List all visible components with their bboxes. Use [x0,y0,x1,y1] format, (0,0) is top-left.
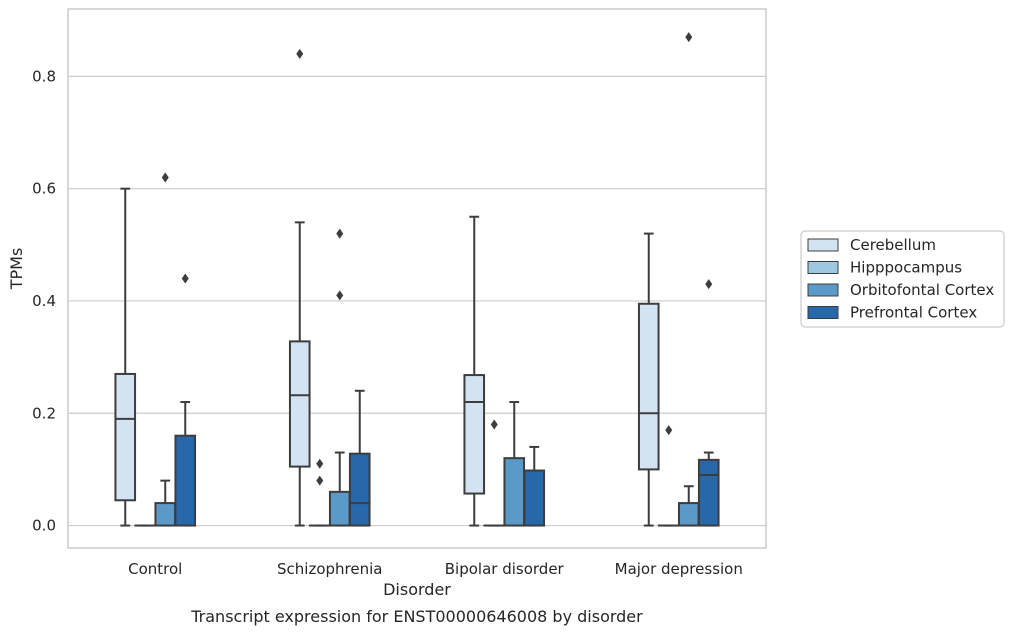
x-tick-label: Control [128,560,182,578]
legend: Cerebellum Hipppocampus Orbitofontal Corte… [800,230,1005,328]
outlier-point [161,172,169,183]
box-0-2 [463,215,486,527]
box-0-1 [288,48,311,527]
box-body [154,502,177,527]
box-body [503,457,526,527]
y-tick-label: 0.0 [32,517,56,535]
outlier-point [181,273,189,284]
legend-entry-label: Hipppocampus [850,259,962,277]
legend-swatch [807,261,839,274]
outlier-point [316,475,324,486]
box-2-3 [677,32,700,527]
box-body [328,490,351,527]
y-axis-ticks: 0.0 0.2 0.4 0.6 0.8 [32,67,56,534]
box-0-0 [114,187,137,527]
box-2-2 [503,401,526,527]
outlier-point [490,419,498,430]
y-axis-label: TPMs [7,248,26,291]
y-tick-label: 0.4 [32,292,56,310]
box-body [677,502,700,527]
outlier-point [296,48,304,59]
box-1-3 [657,425,680,527]
x-tick-label: Bipolar disorder [445,560,565,578]
box-body [114,372,137,502]
x-tick-label: Major depression [615,560,743,578]
box-3-3 [697,279,720,527]
box-body [463,374,486,495]
legend-swatch [807,283,839,297]
outlier-point [316,458,324,469]
box-2-1 [328,228,351,527]
legend-swatch [807,238,839,252]
box-3-0 [174,273,197,527]
box-3-2 [523,445,546,527]
outlier-point [685,32,693,43]
boxes [114,32,720,527]
box-body [174,434,197,527]
legend-entry-label: Cerebellum [850,236,936,254]
box-body [523,469,546,527]
outlier-point [665,425,673,436]
plot-area-frame [67,8,767,549]
box-body [697,458,720,527]
y-tick-label: 0.6 [32,180,56,198]
outlier-point [705,279,713,290]
box-1-2 [483,419,506,527]
y-tick-label: 0.8 [32,67,56,85]
legend-swatch [807,306,839,319]
x-tick-label: Schizophrenia [277,560,382,578]
box-0-3 [637,232,660,527]
gridlines [68,75,766,527]
box-1-1 [308,458,331,527]
x-axis-ticks: Control Schizophrenia Bipolar disorder Majo… [128,560,743,578]
box-body [348,452,371,527]
y-tick-label: 0.2 [32,404,56,422]
box-3-1 [348,389,371,527]
outlier-point [336,290,344,301]
legend-entry-label: Prefrontal Cortex [850,304,977,322]
chart-caption: Transcript expression for ENST0000064600… [190,607,643,626]
x-axis-label: Disorder [383,580,451,599]
box-body [288,340,311,468]
legend-entry-label: Orbitofontal Cortex [850,281,994,299]
box-body [637,302,660,471]
box-2-0 [154,172,177,527]
legend-frame [800,230,1005,328]
outlier-point [336,228,344,239]
